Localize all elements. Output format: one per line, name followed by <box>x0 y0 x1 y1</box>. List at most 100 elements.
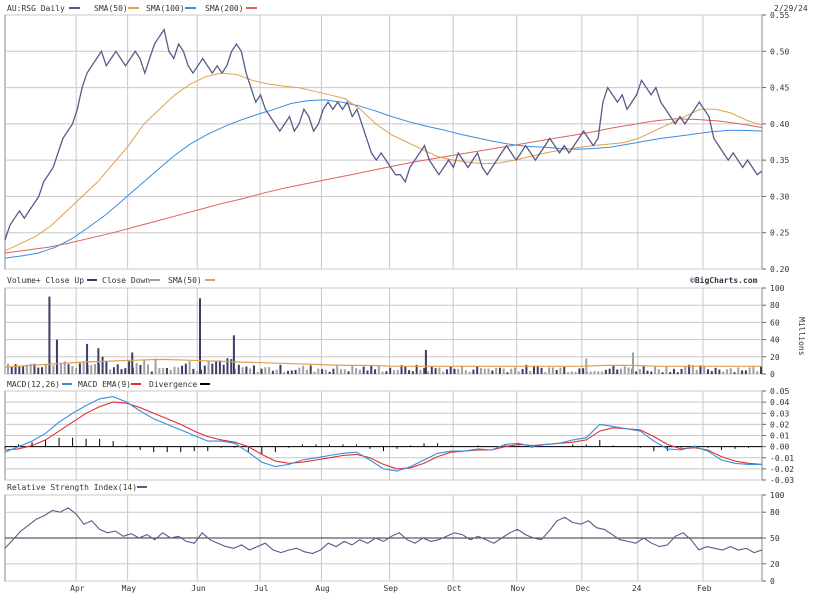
volume-bar <box>635 371 638 374</box>
volume-bar <box>725 369 728 374</box>
volume-spike-bar <box>48 296 51 374</box>
volume-bar <box>729 368 732 374</box>
volume-bar <box>218 360 221 374</box>
volume-bar <box>400 365 403 374</box>
volume-bar <box>464 370 467 374</box>
volume-bar <box>646 370 649 374</box>
volume-bar <box>760 366 762 374</box>
volume-bar <box>495 367 498 374</box>
volume-bar <box>695 369 698 374</box>
volume-bar <box>112 367 115 374</box>
volume-bar <box>604 369 607 374</box>
volume-bar <box>7 363 9 374</box>
volume-spike-bar <box>55 339 58 374</box>
volume-bar <box>188 361 191 374</box>
volume-axis-unit: Millions <box>797 317 806 356</box>
volume-bar <box>165 367 168 374</box>
volume-bar <box>669 372 672 374</box>
macd-axis-tick-label: 0.03 <box>770 409 789 418</box>
volume-bar <box>332 368 335 374</box>
rsi-legend-label: Relative Strength Index(14) <box>7 483 137 492</box>
rsi-line <box>4 507 763 555</box>
volume-bar <box>502 368 505 374</box>
volume-bar <box>733 372 736 374</box>
volume-bar <box>381 371 384 374</box>
volume-axis-tick-label: 60 <box>770 318 780 327</box>
volume-bar <box>710 370 713 374</box>
macd-axis-tick-label: 0.05 <box>770 387 789 396</box>
volume-bar <box>109 369 112 374</box>
volume-bar <box>423 367 426 374</box>
volume-bar <box>638 369 641 374</box>
axis-labels: Apr May Jun Jul Aug Sep Oct Nov Dec 24 Feb 0.55 0.50… <box>70 11 794 593</box>
volume-bar <box>521 368 524 374</box>
volume-bar <box>343 369 346 374</box>
symbol-label: AU:RSG Daily <box>7 4 65 13</box>
volume-bar <box>536 365 539 374</box>
volume-bar <box>370 365 373 374</box>
volume-bar <box>22 366 25 374</box>
volume-bar <box>608 368 611 374</box>
macd-layer <box>4 396 763 472</box>
sma100-legend-label: SMA(100) <box>146 4 185 13</box>
rsi-axis-tick-label: 50 <box>770 534 780 543</box>
volume-bar <box>744 370 747 374</box>
volume-bar <box>101 356 104 374</box>
volume-bar <box>260 368 263 374</box>
volume-bar <box>408 370 411 374</box>
volume-bar <box>650 371 653 374</box>
rsi-axis-tick-label: 20 <box>770 560 780 569</box>
volume-bar <box>419 369 422 374</box>
volume-bar <box>268 367 271 374</box>
grid-lines <box>5 14 766 582</box>
volume-bar <box>517 371 520 374</box>
price-axis-tick-label: 0.35 <box>770 156 789 165</box>
month-tick-label: Feb <box>697 584 712 593</box>
volume-bar <box>275 369 278 374</box>
volume-bar <box>684 366 687 374</box>
volume-bar <box>302 365 305 374</box>
volume-bar <box>411 371 414 374</box>
volume-bar <box>309 365 312 374</box>
volume-bar <box>33 363 36 374</box>
volume-bar <box>582 368 585 374</box>
volume-axis-tick-label: 40 <box>770 336 780 345</box>
volume-bar <box>298 367 301 374</box>
rsi-layer <box>4 507 763 555</box>
volume-bar <box>37 367 40 374</box>
volume-bar <box>82 362 85 374</box>
volume-bar <box>147 364 150 374</box>
rsi-axis-tick-label: 80 <box>770 508 780 517</box>
volume-bar <box>657 369 660 374</box>
volume-legend: Volume+ Close Up Close Down SMA(50) ©Big… <box>7 275 758 285</box>
volume-axis-tick-label: 80 <box>770 301 780 310</box>
volume-bar <box>59 363 62 374</box>
volume-axis-tick-label: 20 <box>770 353 780 362</box>
price-axis-tick-label: 0.50 <box>770 47 789 56</box>
month-tick-label: 24 <box>632 584 642 593</box>
volume-bar <box>44 364 47 374</box>
volume-bar <box>612 365 615 374</box>
macd-axis-tick-label: 0.02 <box>770 420 789 429</box>
volume-bar <box>665 366 668 374</box>
volume-bar <box>619 368 622 374</box>
volume-bar <box>438 367 441 374</box>
volume-bar <box>336 365 339 374</box>
volume-bar <box>279 364 282 374</box>
volume-bar <box>207 360 210 374</box>
volume-bar <box>737 367 740 374</box>
volume-bar <box>75 368 78 374</box>
volume-bar <box>449 366 452 374</box>
volume-spike-bar <box>199 298 202 374</box>
volume-bar <box>593 371 596 374</box>
volume-bar <box>570 371 573 374</box>
volume-bar <box>567 372 570 374</box>
volume-bar <box>691 365 694 374</box>
month-tick-label: Jun <box>191 584 206 593</box>
volume-bar <box>514 367 517 374</box>
volume-bar <box>680 368 683 374</box>
price-axis-tick-label: 0.40 <box>770 120 789 129</box>
month-tick-label: May <box>122 584 137 593</box>
volume-bar <box>392 370 395 374</box>
volume-bar <box>355 368 358 374</box>
